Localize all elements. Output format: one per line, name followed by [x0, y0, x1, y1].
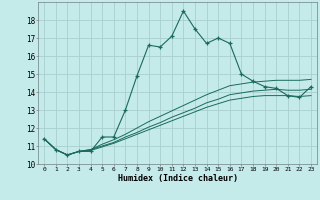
X-axis label: Humidex (Indice chaleur): Humidex (Indice chaleur)	[118, 174, 238, 183]
